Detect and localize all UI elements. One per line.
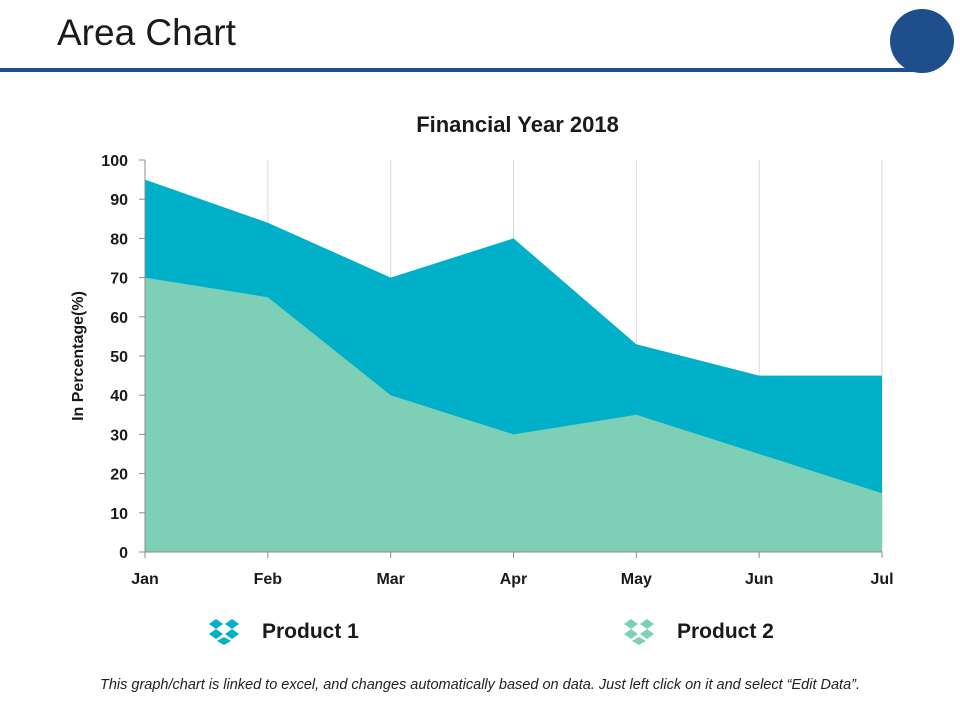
footnote: This graph/chart is linked to excel, and… [99,677,861,693]
decorative-circle [890,9,954,73]
legend-label: Product 1 [262,620,359,643]
x-tick-label: Feb [254,571,283,588]
x-tick-label: Jun [745,571,773,588]
y-tick-label: 70 [110,271,128,288]
area-chart[interactable]: 0 10 20 30 40 50 60 70 80 90 100 Jan Feb Mar Apr May Jun… [0,95,960,605]
y-tick-label: 30 [110,427,128,444]
chart-title: Financial Year 2018 [416,112,619,137]
legend-label: Product 2 [677,620,774,643]
x-tick-label: May [621,571,652,588]
x-tick-label: Jan [131,571,159,588]
dropbox-icon [209,619,239,645]
y-tick-label: 50 [110,349,128,366]
x-tick-label: Apr [500,571,528,588]
page-title: Area Chart [57,12,236,53]
y-tick-label: 90 [110,192,128,209]
dropbox-icon [624,619,654,645]
legend-item-product-1[interactable]: Product 1 [208,618,359,646]
x-tick-label: Mar [376,571,404,588]
y-tick-label: 40 [110,388,128,405]
y-tick-label: 100 [101,153,128,170]
y-tick-label: 0 [119,545,128,562]
area-series-2 [145,277,882,552]
x-tick-label: Jul [870,571,893,588]
y-tick-label: 20 [110,467,128,484]
y-axis-label: In Percentage(%) [70,291,87,421]
legend-item-product-2[interactable]: Product 2 [623,618,774,646]
title-underline [0,68,925,72]
y-tick-label: 80 [110,231,128,248]
y-tick-label: 10 [110,506,128,523]
y-tick-label: 60 [110,310,128,327]
